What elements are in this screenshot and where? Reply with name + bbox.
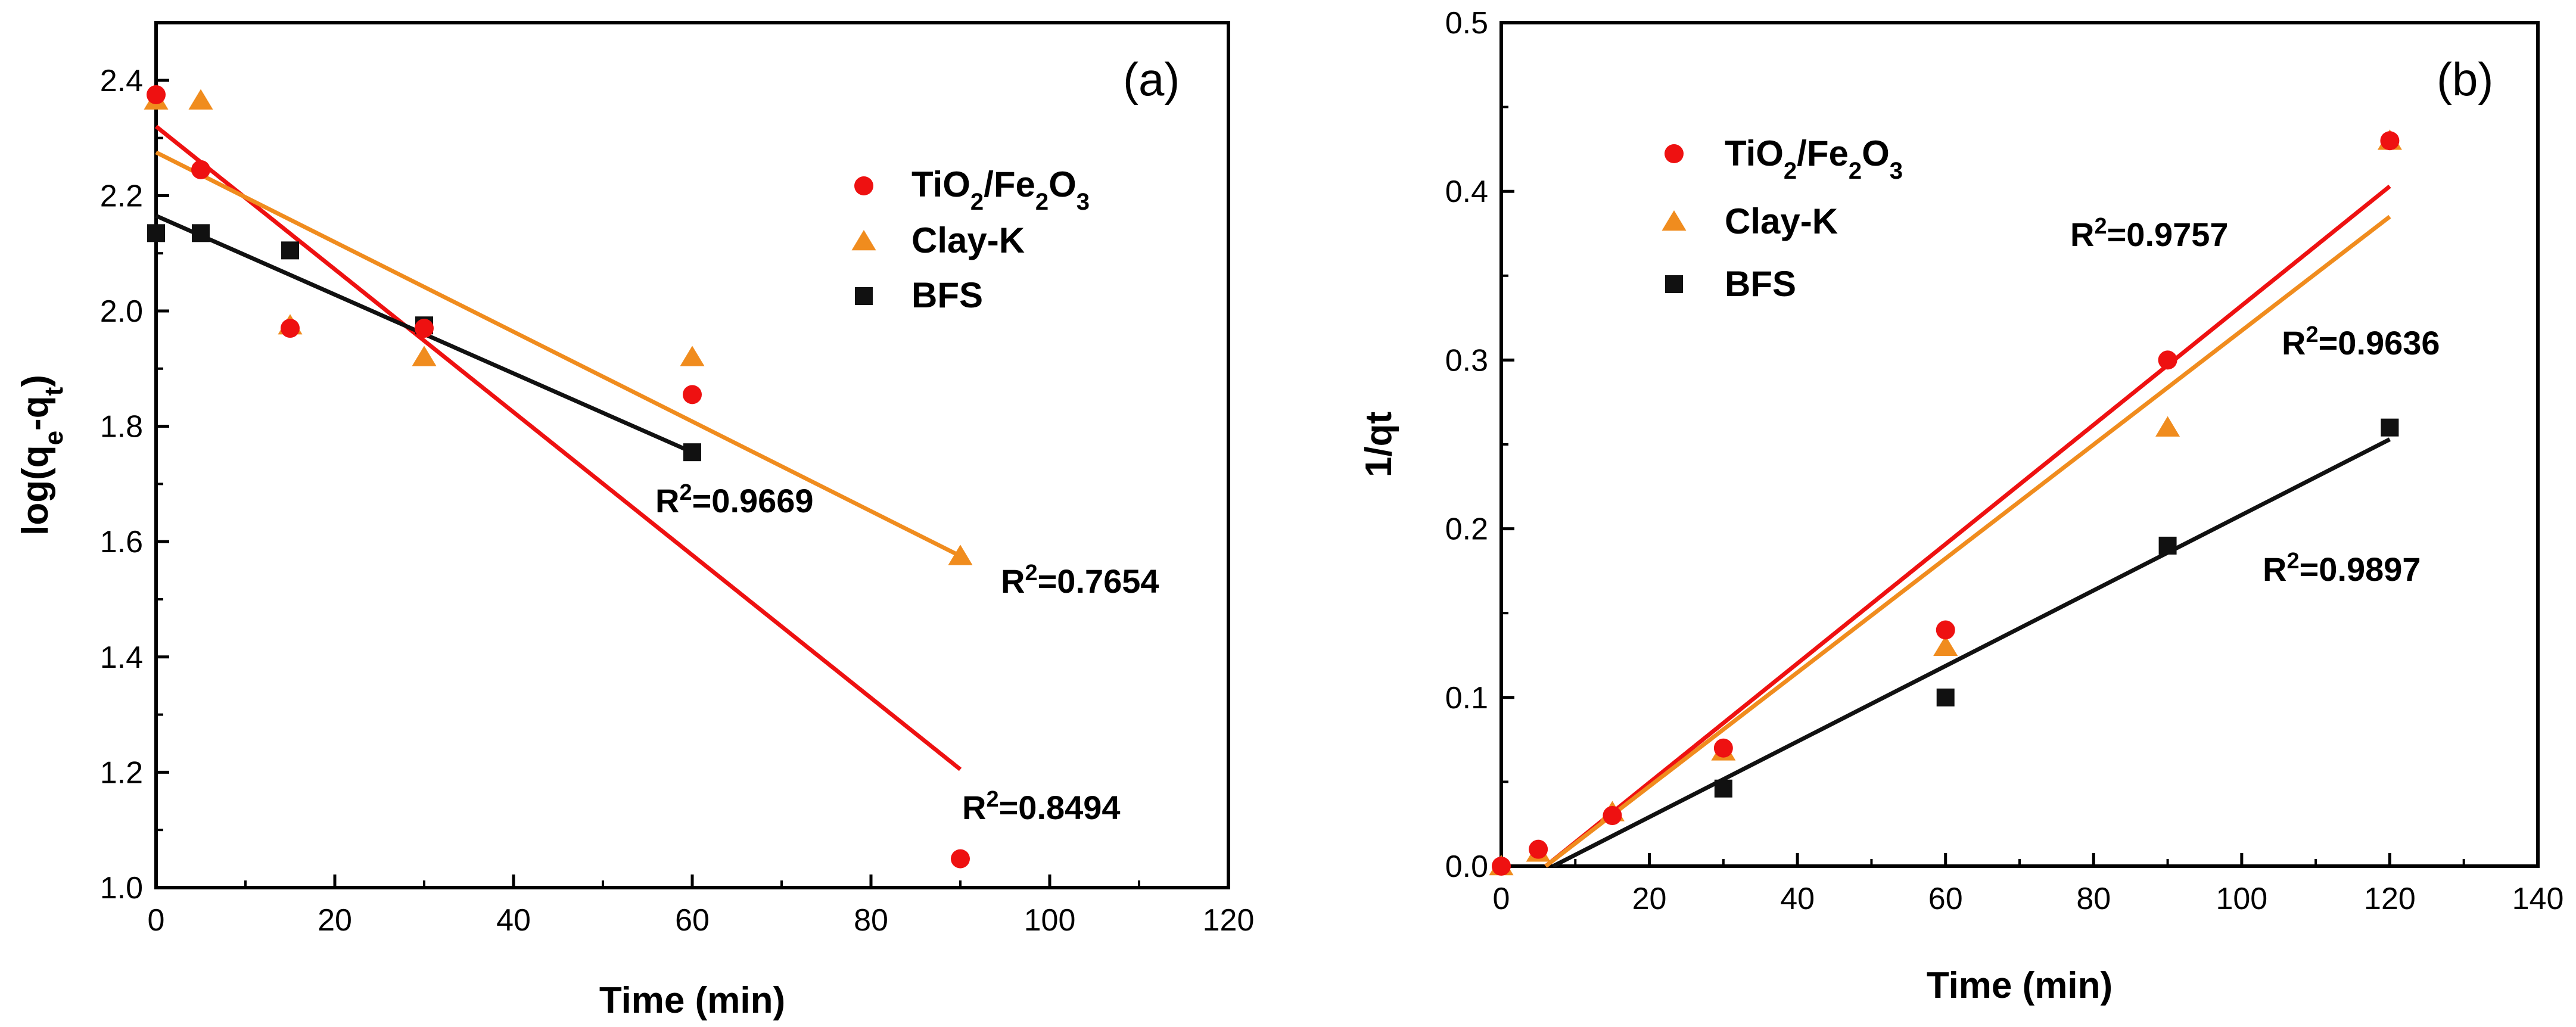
panel-b-x-tick-label: 20 xyxy=(1632,882,1667,916)
panel-a-point-bfs xyxy=(683,443,701,462)
panel-a-legend-marker-tio2 xyxy=(854,176,873,195)
panel-b-x-tick-label: 100 xyxy=(2216,882,2267,916)
panel-a-x-tick-label: 120 xyxy=(1203,903,1255,938)
panel-a-y-tick-label: 2.4 xyxy=(100,64,143,98)
panel-b-x-tick-label: 60 xyxy=(1928,882,1963,916)
panel-b-fit-lines xyxy=(1544,184,2391,869)
panel-b-x-tick-label: 80 xyxy=(2076,882,2111,916)
panel-a-y-tick-label: 1.0 xyxy=(100,871,143,905)
panel-a-x-tick-label: 60 xyxy=(675,903,710,938)
panel-b-point-tio2 xyxy=(2158,350,2177,370)
panel-a-point-tio2 xyxy=(147,85,166,104)
panel-a-y-tick-label: 1.4 xyxy=(100,640,143,675)
panel-a-point-tio2 xyxy=(281,319,300,338)
panel-b-fit-line-tio2 xyxy=(1544,184,2391,868)
panel-b-x-tick-label: 40 xyxy=(1780,882,1815,916)
panel-a-y-tick-label: 2.0 xyxy=(100,294,143,329)
panel-a-x-axis-title: Time (min) xyxy=(599,980,785,1021)
panel-a-point-tio2 xyxy=(191,160,210,179)
panel-b-point-tio2 xyxy=(1603,806,1622,826)
panel-a-x-tick-label: 100 xyxy=(1024,903,1076,938)
panel-a-y-tick-label: 2.2 xyxy=(100,179,143,213)
panel-b-legend-bfs-label: BFS xyxy=(1725,264,1796,304)
panel-b-legend-marker-bfs xyxy=(1665,275,1683,293)
panel-a-label: (a) xyxy=(1123,53,1180,105)
panel-a-y-axis-title: log(qe-qt) xyxy=(15,375,69,536)
panel-a-legend-tio2-label: TiO2/Fe2O3 xyxy=(911,164,1090,215)
panel-a-chart: 0 20 40 60 80 100 1201.01.21.41.61.82.02.22.4 … xyxy=(15,21,1255,1021)
panel-b-legend-marker-tio2 xyxy=(1665,144,1684,163)
panel-a-point-clay xyxy=(188,89,213,110)
panel-b-legend-clay-label: Clay-K xyxy=(1725,201,1838,241)
panel-a-point-bfs xyxy=(281,241,299,260)
panel-b-fit-line-clay xyxy=(1544,214,2391,868)
panel-b-y-tick-label: 0.0 xyxy=(1445,849,1488,884)
panel-b-y-tick-label: 0.2 xyxy=(1445,512,1488,547)
panel-b-point-bfs xyxy=(1714,779,1732,798)
panel-b-y-tick-label: 0.1 xyxy=(1445,681,1488,715)
panel-a-r2-clay: R2=0.7654 xyxy=(1001,561,1159,600)
panel-b-r2-bfs: R2=0.9897 xyxy=(2263,549,2421,588)
panel-a-y-tick-label: 1.6 xyxy=(100,525,143,559)
panel-b-point-tio2 xyxy=(1713,738,1733,758)
panel-b-legend-marker-clay xyxy=(1662,210,1687,231)
panel-b-point-tio2 xyxy=(1529,839,1548,859)
panel-b-x-tick-label: 140 xyxy=(2512,882,2564,916)
panel-a-legend-clay-label: Clay-K xyxy=(911,220,1025,260)
panel-a-x-tick-label: 20 xyxy=(318,903,352,938)
panel-a-legend-bfs-label: BFS xyxy=(911,275,983,315)
panel-a-legend-marker-bfs xyxy=(855,287,873,305)
panel-b-fit-line-bfs xyxy=(1552,437,2391,869)
panel-a-legend-marker-clay xyxy=(851,230,876,251)
panel-a-r2-tio2: R2=0.8494 xyxy=(962,787,1121,826)
panel-a-legend-markers xyxy=(851,176,876,305)
panel-b-point-clay xyxy=(1933,635,1958,656)
panel-a-fit-line-clay xyxy=(155,150,962,558)
panel-b-label: (b) xyxy=(2437,53,2493,105)
panel-b-point-tio2 xyxy=(1936,620,1955,640)
panel-a-fit-line-tio2 xyxy=(154,125,962,771)
panel-b-x-tick-label: 0 xyxy=(1493,882,1510,916)
panel-a-point-tio2 xyxy=(683,385,702,404)
panel-b-y-axis-title: 1/qt xyxy=(1358,412,1399,477)
panel-a-data-points xyxy=(144,85,973,869)
panel-a-point-clay xyxy=(412,346,437,366)
panel-b-point-bfs xyxy=(1936,688,1955,707)
panel-b-data-points xyxy=(1489,129,2402,876)
panel-a-x-tick-label: 0 xyxy=(148,903,165,938)
panel-a-y-tick-label: 1.8 xyxy=(100,410,143,444)
panel-b-legend: TiO2/Fe2O3 Clay-K BFS xyxy=(1662,133,1903,304)
panel-a-y-tick-label: 1.2 xyxy=(100,755,143,790)
panel-b-chart: 0 20 40 60 80 100 120 140 0.0 0.1 0.2 0.3 0.4 0.5 (b)… xyxy=(1358,6,2563,1006)
panel-b-point-tio2 xyxy=(2380,131,2400,151)
panel-b-y-tick-label: 0.3 xyxy=(1445,343,1488,378)
panel-b-point-tio2 xyxy=(1492,857,1511,876)
panel-b-y-tick-label: 0.5 xyxy=(1445,6,1488,41)
panel-a-point-bfs xyxy=(147,224,165,242)
panel-b-r2-clay: R2=0.9636 xyxy=(2282,322,2440,362)
panel-b-legend-tio2-label: TiO2/Fe2O3 xyxy=(1725,133,1903,184)
panel-b-point-clay xyxy=(2155,416,2180,437)
panel-a-fit-lines xyxy=(154,125,962,771)
panel-b-x-tick-label: 120 xyxy=(2364,882,2416,916)
panel-b-legend-markers xyxy=(1662,144,1687,293)
panel-a-x-tick-label: 80 xyxy=(854,903,888,938)
panel-a-point-tio2 xyxy=(415,319,434,338)
panel-a-point-tio2 xyxy=(951,849,970,869)
panel-a-point-bfs xyxy=(192,224,210,242)
panel-b-y-tick-label: 0.4 xyxy=(1445,175,1488,209)
panel-b-point-bfs xyxy=(2381,418,2399,437)
panel-b-r2-tio2: R2=0.9757 xyxy=(2070,214,2229,253)
panel-b-point-bfs xyxy=(2158,536,2177,555)
panel-b-x-axis-title: Time (min) xyxy=(1927,965,2113,1006)
panel-a-point-clay xyxy=(680,346,705,366)
panel-a-x-tick-label: 40 xyxy=(496,903,531,938)
panel-a-axes: 0 20 40 60 80 100 120 1.0 1.2 1.4 1.6 1.8 2.0 2.2 2.4 xyxy=(100,21,1255,938)
panel-a-legend: TiO2/Fe2O3 Clay-K BFS xyxy=(851,164,1090,315)
panel-a-point-clay xyxy=(948,544,973,565)
panel-a-r2-bfs: R2=0.9669 xyxy=(655,480,814,519)
